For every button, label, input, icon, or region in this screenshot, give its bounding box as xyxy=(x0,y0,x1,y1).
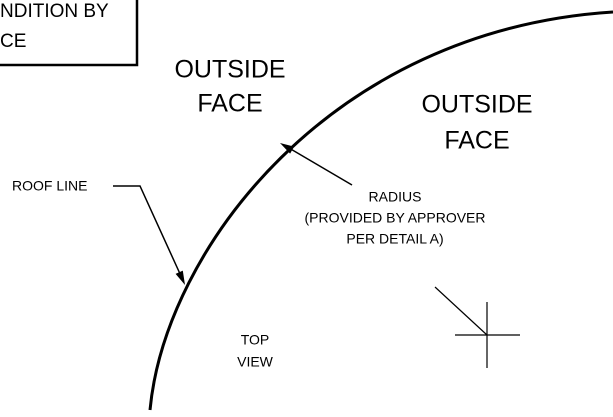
note-line: CE xyxy=(0,31,26,52)
arrowhead xyxy=(175,270,185,285)
outside-face-label: OUTSIDE xyxy=(421,91,532,119)
roof-arc xyxy=(148,10,613,411)
outside-face-label: OUTSIDE xyxy=(174,56,285,84)
leader-line xyxy=(113,185,182,277)
roof-line-label: ROOF LINE xyxy=(12,178,87,194)
leader-line xyxy=(288,147,353,186)
radius-label: PER DETAIL A) xyxy=(346,231,443,247)
view-label: TOP xyxy=(241,332,270,348)
note-box xyxy=(0,0,139,67)
radius-label: RADIUS xyxy=(369,189,422,205)
radius-label: (PROVIDED BY APPROVER xyxy=(304,210,485,226)
arrowhead xyxy=(280,143,295,154)
outside-face-label: FACE xyxy=(197,90,262,118)
center-mark xyxy=(434,286,520,368)
outside-face-label: FACE xyxy=(444,127,509,155)
note-line: NDITION BY xyxy=(0,1,109,22)
view-label: VIEW xyxy=(237,354,274,370)
